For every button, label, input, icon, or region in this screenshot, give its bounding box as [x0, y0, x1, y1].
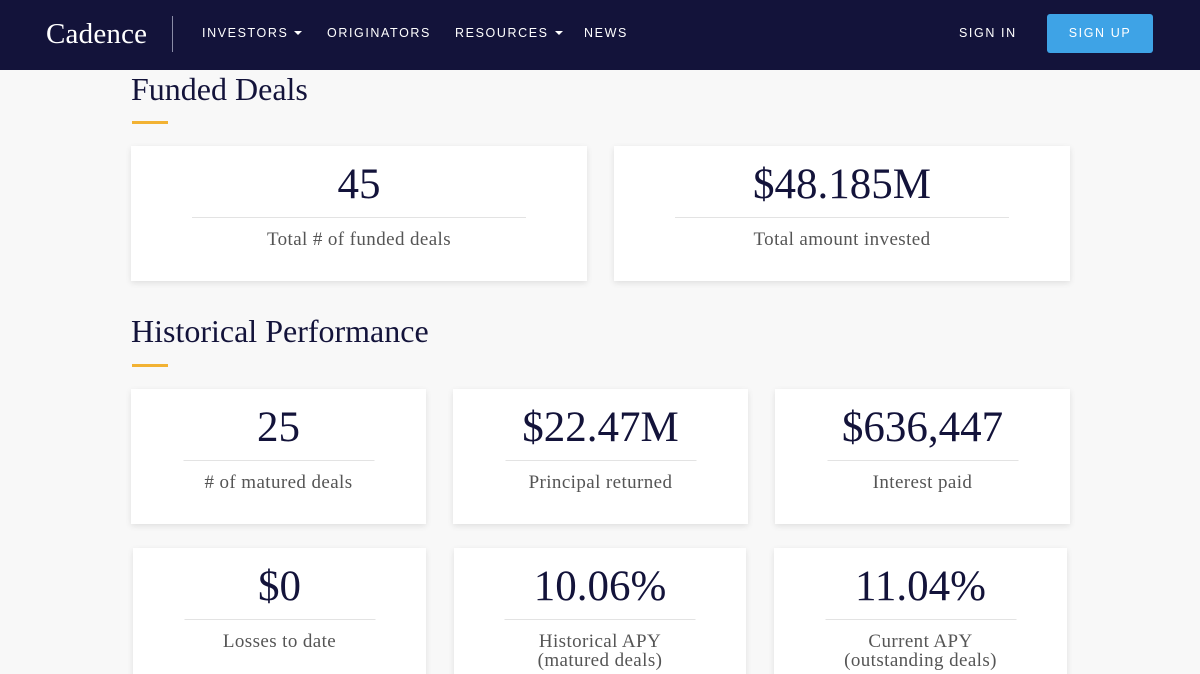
card-divider	[192, 217, 526, 218]
section-accent-rule	[132, 364, 168, 367]
stat-card-losses: $0 Losses to date	[133, 548, 426, 674]
nav-item-label: ORIGINATORS	[327, 26, 431, 40]
stat-label: # of matured deals	[204, 472, 353, 493]
nav-item-label: RESOURCES	[455, 26, 549, 40]
stat-label: Principal returned	[528, 472, 673, 493]
nav-item-news[interactable]: NEWS	[584, 25, 628, 41]
stat-sublabel: (matured deals)	[537, 650, 663, 671]
funded-deals-heading: Funded Deals	[131, 71, 308, 107]
caret-down-icon	[554, 30, 563, 35]
stat-card-total-invested: $48.185M Total amount invested	[614, 146, 1070, 281]
top-navigation-bar: Cadence INVESTORS ORIGINATORS RESOURCES …	[0, 0, 1200, 70]
card-divider	[505, 460, 696, 461]
stat-card-current-apy: 11.04% Current APY (outstanding deals)	[774, 548, 1067, 674]
stat-value: 10.06%	[533, 563, 667, 610]
stat-label: Historical APY (matured deals)	[454, 632, 746, 670]
historical-performance-heading: Historical Performance	[131, 313, 429, 349]
section-accent-rule	[132, 121, 168, 124]
stat-card-matured-deals: 25 # of matured deals	[131, 389, 426, 524]
stat-label-line: Current APY	[868, 631, 973, 652]
sign-in-link[interactable]: SIGN IN	[959, 26, 1017, 40]
stat-card-principal-returned: $22.47M Principal returned	[453, 389, 748, 524]
stat-label: Interest paid	[872, 472, 973, 493]
stat-label: Current APY (outstanding deals)	[774, 632, 1067, 670]
brand-logo[interactable]: Cadence	[46, 18, 148, 50]
nav-item-label: INVESTORS	[202, 26, 289, 40]
stat-value: $22.47M	[522, 404, 679, 451]
nav-item-investors[interactable]: INVESTORS	[202, 25, 303, 41]
card-divider	[825, 619, 1016, 620]
card-divider	[184, 619, 375, 620]
nav-item-originators[interactable]: ORIGINATORS	[327, 25, 431, 41]
brand-divider	[172, 16, 173, 52]
card-divider	[827, 460, 1018, 461]
nav-item-resources[interactable]: RESOURCES	[455, 25, 563, 41]
sign-up-button[interactable]: SIGN UP	[1047, 14, 1153, 53]
stat-value: 11.04%	[855, 563, 986, 610]
stat-label: Total amount invested	[753, 229, 931, 250]
stat-label: Losses to date	[222, 631, 337, 652]
stat-value: $0	[258, 563, 301, 610]
caret-down-icon	[294, 30, 303, 35]
stat-card-funded-deals: 45 Total # of funded deals	[131, 146, 587, 281]
card-divider	[183, 460, 374, 461]
stat-label-line: Historical APY	[538, 631, 662, 652]
stat-sublabel: (outstanding deals)	[844, 650, 997, 671]
stat-card-interest-paid: $636,447 Interest paid	[775, 389, 1070, 524]
card-divider	[675, 217, 1009, 218]
nav-item-label: NEWS	[584, 26, 628, 40]
stat-label: Total # of funded deals	[266, 229, 452, 250]
stat-value: 45	[337, 161, 381, 208]
stat-value: 25	[257, 404, 300, 451]
stat-card-historical-apy: 10.06% Historical APY (matured deals)	[454, 548, 746, 674]
stat-value: $636,447	[841, 404, 1004, 451]
stat-value: $48.185M	[753, 161, 931, 208]
card-divider	[504, 619, 696, 620]
